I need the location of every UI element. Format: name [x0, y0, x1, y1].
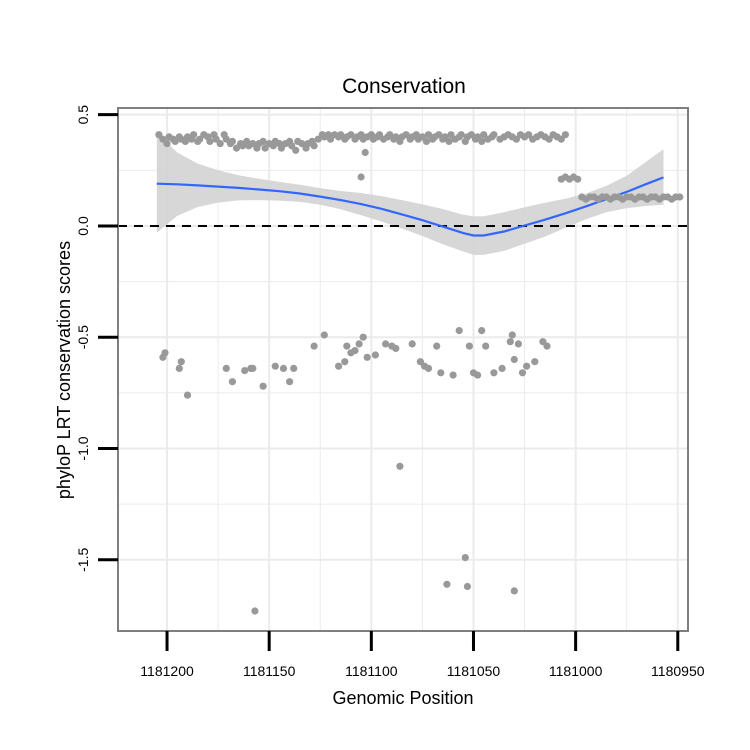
data-point: [455, 327, 463, 335]
data-point: [343, 342, 351, 350]
data-point: [251, 607, 259, 615]
data-point: [279, 364, 288, 372]
data-point: [190, 131, 198, 139]
data-point: [498, 364, 506, 372]
data-point: [449, 371, 457, 379]
x-tick-label: 1181200: [140, 663, 194, 679]
data-point: [490, 131, 498, 139]
x-tick-label: 1181000: [549, 663, 603, 679]
confidence-band: [156, 132, 664, 255]
data-point: [371, 351, 379, 359]
data-point: [359, 333, 367, 341]
y-tick-label: -1.0: [75, 436, 91, 460]
data-point: [175, 364, 183, 372]
chart-title: Conservation: [342, 75, 466, 98]
data-point: [422, 137, 431, 145]
data-point: [363, 353, 371, 361]
data-point: [424, 364, 433, 372]
data-point: [506, 338, 514, 346]
x-axis-title: Genomic Position: [332, 688, 473, 708]
data-point: [222, 364, 230, 372]
data-point: [561, 131, 570, 139]
data-point: [465, 342, 473, 350]
data-point: [292, 146, 300, 154]
data-point: [351, 347, 359, 355]
confidence-band-group: [156, 132, 664, 255]
data-point: [478, 137, 486, 145]
data-point: [341, 358, 349, 366]
smooth-line-group: [156, 176, 664, 237]
data-point: [510, 587, 518, 595]
y-tick-label: -0.5: [75, 325, 91, 349]
data-point: [474, 371, 482, 379]
data-point: [320, 331, 328, 339]
data-point: [574, 175, 582, 183]
data-point: [514, 340, 523, 348]
data-point: [676, 193, 684, 201]
data-point: [392, 344, 400, 352]
data-point: [433, 342, 441, 350]
data-point: [335, 362, 343, 370]
data-point: [177, 358, 185, 366]
x-tick-label: 1181150: [243, 663, 296, 679]
data-point: [523, 362, 531, 370]
data-point: [531, 358, 539, 366]
data-point: [490, 369, 498, 377]
data-point: [249, 364, 257, 372]
y-axis-title: phyloP LRT conservation scores: [54, 241, 74, 499]
data-points: [155, 131, 684, 615]
data-point: [206, 137, 214, 145]
data-point: [445, 137, 453, 145]
x-tick-label: 1181050: [447, 663, 501, 679]
data-point: [216, 140, 224, 148]
y-tick-label: 0.0: [75, 216, 91, 236]
data-point: [508, 331, 516, 339]
data-point: [228, 378, 236, 386]
data-point: [437, 369, 445, 377]
data-point: [183, 391, 192, 399]
data-point: [482, 342, 490, 350]
data-point: [163, 140, 171, 148]
x-tick-label: 1181100: [345, 663, 398, 679]
data-point: [361, 148, 369, 157]
data-point: [478, 327, 486, 335]
data-point: [510, 355, 518, 364]
data-point: [357, 173, 365, 181]
data-point: [443, 580, 451, 588]
plot-frame: [117, 107, 689, 632]
y-axis-ticks: 0.5 0.0 -0.5 -1.0 -1.5: [75, 105, 118, 572]
data-point: [271, 362, 279, 370]
data-point: [161, 349, 169, 357]
data-point: [241, 367, 249, 375]
data-point: [310, 142, 318, 150]
data-point: [408, 340, 416, 348]
y-tick-label: -1.5: [75, 548, 91, 572]
data-point: [463, 582, 471, 591]
data-point: [290, 364, 298, 372]
data-point: [355, 340, 363, 348]
data-point: [457, 131, 465, 139]
data-point: [396, 462, 404, 470]
data-point: [310, 342, 318, 350]
data-point: [259, 137, 267, 145]
x-tick-label: 1180950: [651, 663, 705, 679]
data-point: [518, 369, 527, 377]
data-point: [286, 378, 294, 386]
data-point: [543, 342, 551, 350]
smooth-line: [156, 176, 664, 237]
y-tick-label: 0.5: [75, 105, 91, 125]
data-point: [259, 382, 267, 390]
x-axis-ticks: 1181200 1181150 1181100 1181050 1181000 11809…: [140, 631, 705, 679]
data-point: [461, 554, 469, 562]
data-point: [382, 340, 390, 348]
data-point: [228, 137, 236, 145]
